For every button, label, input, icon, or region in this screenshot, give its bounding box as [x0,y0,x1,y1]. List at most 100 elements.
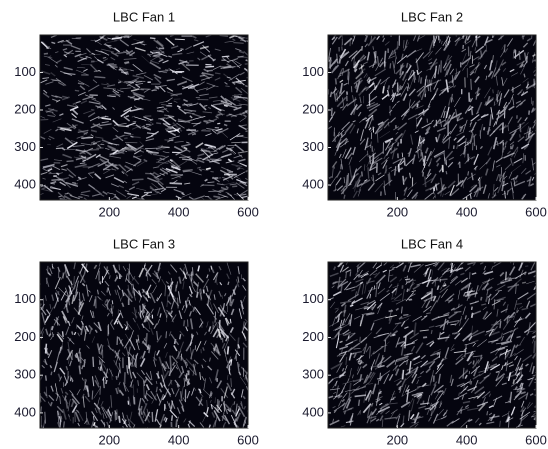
texture-stroke [504,44,505,52]
texture-stroke [180,334,181,339]
texture-stroke [231,378,232,387]
texture-stroke [487,411,488,415]
texture-stroke [215,73,220,74]
texture-stroke [386,165,387,173]
texture-stroke [84,359,85,367]
texture-stroke [170,183,182,184]
texture-stroke [448,300,453,301]
texture-stroke [233,43,243,44]
texture-stroke [72,183,76,184]
texture-stroke [150,119,153,120]
y-tick-label: 400 [14,176,36,191]
texture-stroke [247,72,256,75]
texture-stroke [217,131,221,132]
texture-stroke [171,282,172,292]
texture-stroke [498,290,502,291]
texture-stroke [207,70,213,71]
texture-stroke [506,272,507,281]
texture-stroke [493,33,494,37]
texture-stroke [463,33,464,39]
texture-stroke [159,59,162,60]
texture-stroke [390,106,391,116]
panel-title: LBC Fan 4 [401,236,463,251]
texture-stroke [344,195,345,199]
texture-stroke [390,63,391,68]
texture-stroke [407,289,408,292]
texture-stroke [446,171,447,174]
texture-stroke [116,376,117,380]
texture-stroke [230,295,231,306]
panel-title: LBC Fan 2 [401,9,463,24]
x-tick-label: 200 [98,432,120,447]
texture-stroke [213,196,220,197]
x-tick-label: 400 [456,204,478,219]
texture-stroke [513,379,514,383]
texture-stroke [132,137,141,138]
y-tick-label: 400 [302,176,324,191]
y-tick-label: 300 [302,139,324,154]
texture-stroke [211,392,212,396]
x-tick-label: 200 [98,204,120,219]
texture-stroke [536,273,545,279]
texture-stroke [340,58,341,63]
texture-stroke [346,273,347,279]
y-tick-label: 200 [302,101,324,116]
texture-stroke [51,42,55,43]
texture-stroke [75,90,79,91]
texture-stroke [454,311,461,312]
y-tick-label: 400 [14,404,36,419]
texture-stroke [460,126,461,129]
texture-stroke [213,321,214,324]
texture-stroke [500,321,501,328]
texture-stroke [65,193,68,194]
texture-stroke [403,176,404,185]
texture-stroke [469,272,470,279]
texture-stroke [62,331,63,336]
texture-stroke [452,333,458,334]
texture-stroke [132,179,143,180]
y-tick-label: 400 [302,404,324,419]
texture-stroke [60,347,61,353]
texture-stroke [127,372,128,375]
texture-stroke [219,401,220,407]
texture-stroke [170,356,171,369]
texture-stroke [186,301,187,308]
texture-stroke [331,338,335,339]
texture-stroke [126,116,129,117]
texture-stroke [477,24,479,35]
texture-stroke [169,140,174,141]
y-tick-label: 300 [14,367,36,382]
texture-stroke [139,98,142,99]
texture-stroke [461,409,462,413]
y-tick-label: 100 [14,291,36,306]
texture-stroke [431,330,432,334]
texture-stroke [156,123,161,124]
texture-stroke [52,326,53,330]
texture-stroke [245,131,255,132]
texture-stroke [351,353,355,354]
texture-stroke [177,298,178,309]
texture-stroke [125,63,129,64]
texture-stroke [484,127,485,130]
texture-stroke [206,168,211,169]
texture-stroke [180,49,183,50]
texture-stroke [524,74,525,78]
texture-stroke [41,406,42,413]
texture-stroke [169,127,172,128]
texture-stroke [425,176,426,187]
texture-stroke [124,138,127,139]
texture-stroke [348,173,349,185]
texture-stroke [78,197,82,198]
texture-stroke [391,28,392,37]
texture-stroke [385,51,386,63]
texture-stroke [470,99,471,102]
texture-stroke [534,341,535,353]
texture-stroke [420,257,426,262]
texture-stroke [166,331,167,338]
texture-stroke [368,167,369,178]
texture-stroke [332,108,333,116]
texture-stroke [92,391,93,400]
texture-stroke [468,171,469,175]
texture-stroke [146,333,147,345]
texture-stroke [44,53,48,54]
